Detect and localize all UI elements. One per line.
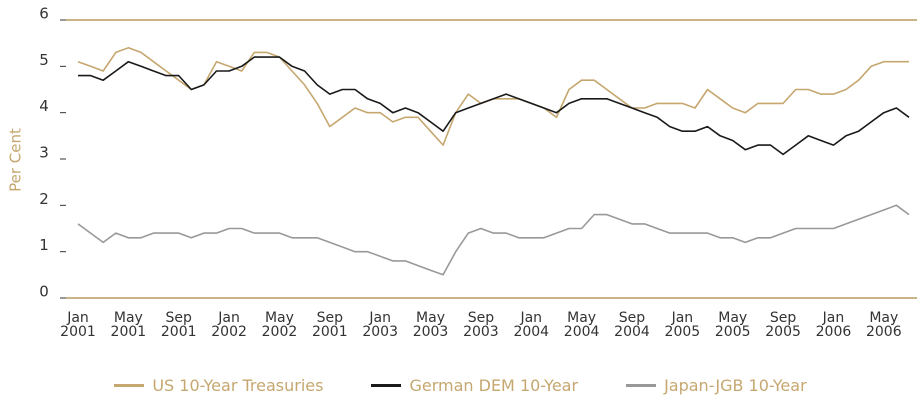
legend-label: German DEM 10-Year (409, 376, 579, 395)
y-axis-label: Per Cent (7, 128, 25, 192)
x-tick-label: May 2002 (261, 310, 298, 340)
x-tick-label: Sep 2001 (160, 310, 197, 340)
y-tick-label: 0 (39, 283, 49, 301)
x-tick-label: May 2005 (714, 310, 751, 340)
x-tick-label: Sep 2004 (614, 310, 650, 340)
x-tick-label: Jan 2003 (362, 310, 398, 340)
series-line (78, 56, 910, 156)
x-tick-label: May 2001 (110, 310, 147, 340)
x-tick-label: May 2006 (865, 310, 902, 340)
legend-swatch (626, 384, 657, 387)
y-tick-label: 1 (39, 236, 49, 254)
legend-swatch (371, 384, 402, 387)
legend-item: German DEM 10-Year (371, 376, 578, 395)
x-tick-label: Jan 2002 (211, 310, 247, 340)
x-tick-label: Jan 2006 (815, 310, 852, 340)
series-line (77, 204, 910, 276)
legend-swatch (114, 384, 145, 387)
x-tick-label: Jan 2005 (664, 310, 701, 340)
legend-item: US 10-Year Treasuries (114, 376, 323, 395)
legend-item: Japan-JGB 10-Year (626, 376, 807, 395)
legend-label: US 10-Year Treasuries (152, 376, 324, 395)
y-tick-label: 3 (39, 144, 49, 162)
x-tick-label: May 2004 (563, 310, 600, 340)
plot: Per Cent 0 1 2 3 4 5 6 (7, 5, 917, 301)
x-tick-label: Sep 2001 (311, 310, 348, 340)
legend-label: Japan-JGB 10-Year (664, 376, 807, 395)
y-tick-label: 5 (39, 51, 49, 69)
x-tick-label: Sep 2005 (765, 310, 801, 340)
y-tick-label: 2 (39, 190, 49, 208)
y-tick-label: 4 (39, 97, 49, 115)
x-tick-label: May 2003 (412, 310, 449, 340)
x-tick-label: Jan 2001 (60, 310, 96, 340)
x-tick-label: Jan 2004 (513, 310, 550, 340)
legend: US 10-Year Treasuries German DEM 10-Year J… (0, 376, 921, 395)
series-line (77, 47, 909, 146)
x-tick-label: Sep 2003 (463, 310, 499, 340)
y-tick-label: 6 (39, 5, 49, 23)
